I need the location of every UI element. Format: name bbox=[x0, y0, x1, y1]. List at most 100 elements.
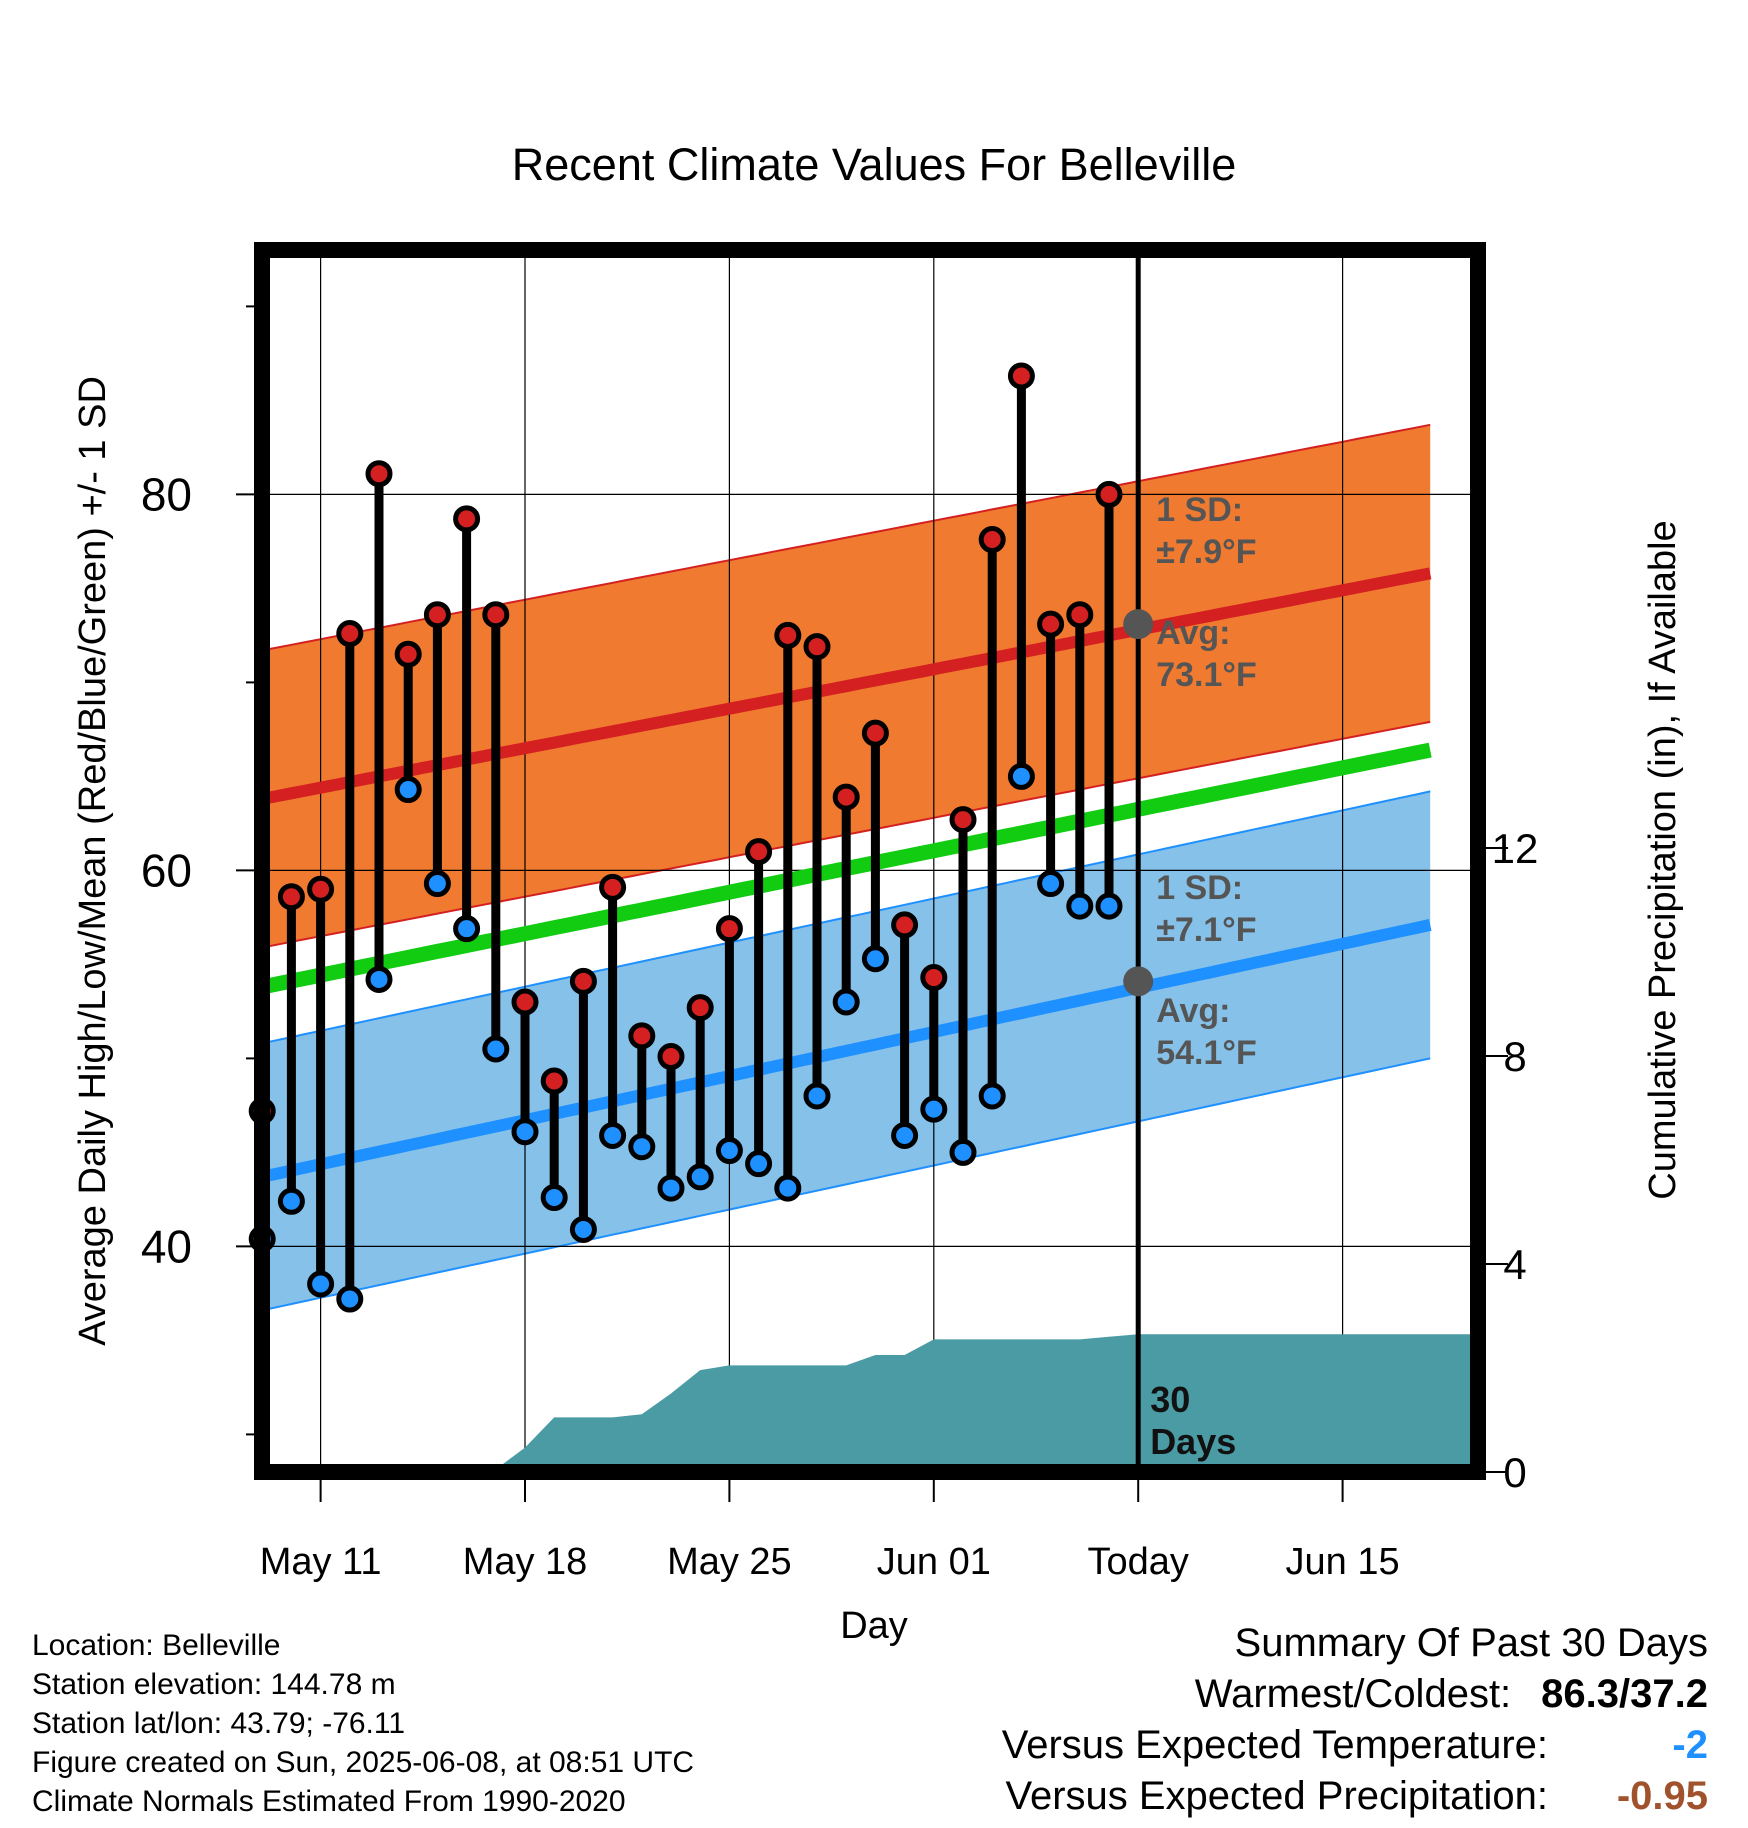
summary-heading: Summary Of Past 30 Days bbox=[1234, 1621, 1708, 1665]
low-point-26 bbox=[978, 1082, 1006, 1110]
low-point-29 bbox=[1066, 892, 1094, 920]
y2-tick-label-0: 0 bbox=[1503, 1449, 1526, 1496]
low-point-5 bbox=[365, 965, 393, 993]
high-point-13 bbox=[599, 873, 627, 901]
low-point-24 bbox=[920, 1095, 948, 1123]
low-point-8 bbox=[453, 915, 481, 943]
normal-high-upper-edge bbox=[262, 423, 1431, 652]
low-point-3 bbox=[307, 1270, 335, 1298]
summary-panel: Summary Of Past 30 Days Warmest/Coldest:… bbox=[1002, 1618, 1708, 1822]
days-count-label: 30 bbox=[1150, 1379, 1190, 1420]
low-point-22 bbox=[861, 945, 889, 973]
low-point-16 bbox=[686, 1163, 714, 1191]
high-point-4 bbox=[336, 620, 364, 648]
high-point-12 bbox=[569, 967, 597, 995]
low-point-30 bbox=[1095, 892, 1123, 920]
normal-high-line bbox=[261, 567, 1432, 805]
normals-text: Climate Normals Estimated From 1990-2020 bbox=[32, 1785, 626, 1818]
high-point-28 bbox=[1037, 610, 1065, 638]
low-point-11 bbox=[540, 1184, 568, 1212]
location-text: Location: Belleville bbox=[32, 1629, 281, 1662]
high-avg-value: 73.1°F bbox=[1156, 656, 1257, 694]
station-info: Location: Belleville Station elevation: … bbox=[32, 1626, 694, 1821]
x-tick-label-4: Today bbox=[1087, 1541, 1188, 1583]
elevation-text: Station elevation: 144.78 m bbox=[32, 1668, 396, 1701]
precip-value: -0.95 bbox=[1616, 1774, 1708, 1818]
precip-area bbox=[262, 1334, 1479, 1472]
high-point-16 bbox=[686, 994, 714, 1022]
high-point-7 bbox=[423, 601, 451, 629]
low-point-25 bbox=[949, 1138, 977, 1166]
y2-axis-label: Cumulative Precipitation (in), If Availa… bbox=[1642, 520, 1684, 1199]
high-point-19 bbox=[774, 621, 802, 649]
high-point-5 bbox=[365, 460, 393, 488]
days-word-label: Days bbox=[1150, 1421, 1236, 1462]
high-point-9 bbox=[482, 601, 510, 629]
precip-row: Versus Expected Precipitation: -0.95 bbox=[1002, 1771, 1708, 1822]
high-point-22 bbox=[861, 719, 889, 747]
x-axis-label: Day bbox=[840, 1605, 908, 1647]
y2-tick-label-4: 4 bbox=[1503, 1241, 1526, 1288]
low-point-7 bbox=[423, 870, 451, 898]
high-point-21 bbox=[832, 783, 860, 811]
low-point-18 bbox=[745, 1150, 773, 1178]
warmest-coldest-row: Warmest/Coldest: 86.3/37.2 bbox=[1002, 1669, 1708, 1720]
low-point-21 bbox=[832, 988, 860, 1016]
low-point-14 bbox=[628, 1133, 656, 1161]
high-point-26 bbox=[978, 526, 1006, 554]
low-point-28 bbox=[1037, 870, 1065, 898]
low-point-10 bbox=[511, 1118, 539, 1146]
x-tick-label-0: May 11 bbox=[260, 1541, 382, 1583]
low-sd-value: ±7.1°F bbox=[1156, 911, 1256, 949]
high-point-25 bbox=[949, 806, 977, 834]
low-point-15 bbox=[657, 1174, 685, 1202]
low-avg-label: Avg: bbox=[1156, 992, 1230, 1030]
high-point-8 bbox=[453, 505, 481, 533]
high-avg-label: Avg: bbox=[1156, 614, 1230, 652]
high-point-6 bbox=[394, 640, 422, 668]
warmest-label: Warmest/Coldest: bbox=[1194, 1672, 1512, 1716]
chart-title: Recent Climate Values For Belleville bbox=[512, 139, 1236, 190]
low-point-19 bbox=[774, 1174, 802, 1202]
temp-label: Versus Expected Temperature: bbox=[1001, 1723, 1548, 1767]
y-axis-label: Average Daily High/Low/Mean (Red/Blue/Gr… bbox=[72, 376, 114, 1346]
x-tick-label-3: Jun 01 bbox=[877, 1541, 991, 1583]
temp-value: -2 bbox=[1672, 1723, 1708, 1767]
high-point-10 bbox=[511, 988, 539, 1016]
low-point-17 bbox=[715, 1137, 743, 1165]
high-point-18 bbox=[745, 838, 773, 866]
low-avg-value: 54.1°F bbox=[1156, 1034, 1257, 1072]
high-sd-value: ±7.9°F bbox=[1156, 533, 1256, 571]
temp-row: Versus Expected Temperature: -2 bbox=[1002, 1720, 1708, 1771]
high-point-24 bbox=[920, 964, 948, 992]
x-tick-label-2: May 25 bbox=[667, 1541, 792, 1583]
y-tick-label-60: 60 bbox=[141, 844, 192, 896]
x-tick-label-1: May 18 bbox=[463, 1541, 588, 1583]
y2-tick-label-12: 12 bbox=[1492, 825, 1539, 872]
low-point-27 bbox=[1007, 762, 1035, 790]
warmest-value: 86.3/37.2 bbox=[1541, 1672, 1708, 1716]
high-point-11 bbox=[540, 1067, 568, 1095]
low-avg-marker bbox=[1123, 966, 1154, 997]
y2-tick-label-8: 8 bbox=[1503, 1033, 1526, 1080]
high-point-29 bbox=[1066, 601, 1094, 629]
high-point-17 bbox=[715, 915, 743, 943]
high-point-3 bbox=[307, 875, 335, 903]
latlon-text: Station lat/lon: 43.79; -76.11 bbox=[32, 1707, 406, 1740]
created-text: Figure created on Sun, 2025-06-08, at 08… bbox=[32, 1746, 695, 1779]
high-point-20 bbox=[803, 633, 831, 661]
low-sd-label: 1 SD: bbox=[1156, 869, 1243, 907]
precip-label: Versus Expected Precipitation: bbox=[1005, 1774, 1548, 1818]
low-point-12 bbox=[569, 1215, 597, 1243]
normal-low-lower-edge bbox=[261, 1057, 1431, 1312]
high-point-23 bbox=[891, 911, 919, 939]
normal-low-line bbox=[260, 919, 1432, 1183]
low-point-9 bbox=[482, 1035, 510, 1063]
high-point-27 bbox=[1007, 362, 1035, 390]
high-avg-marker bbox=[1123, 609, 1154, 640]
low-point-23 bbox=[891, 1121, 919, 1149]
y-tick-label-40: 40 bbox=[141, 1220, 192, 1272]
high-point-2 bbox=[277, 883, 305, 911]
high-point-30 bbox=[1095, 480, 1123, 508]
